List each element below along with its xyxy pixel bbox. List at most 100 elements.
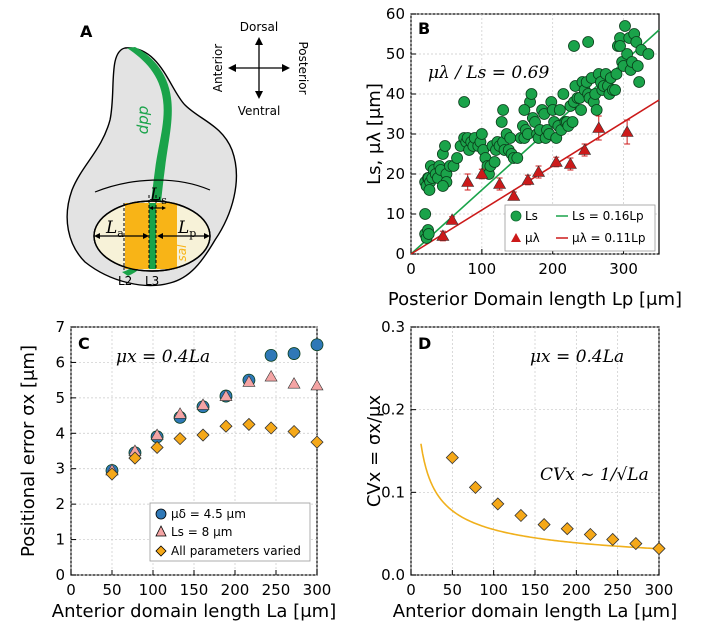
panel-d-ylabel: CVx = σx/μx	[364, 395, 385, 508]
ls-point	[511, 152, 524, 164]
mu-point	[620, 125, 634, 137]
panel-c-xlabel: Anterior domain length La [μm]	[52, 601, 336, 622]
ls-point	[497, 104, 510, 116]
sal-label: sal	[175, 244, 189, 262]
cv-point	[537, 518, 551, 532]
series-0-point	[264, 348, 278, 362]
c-ytick-label: 2	[55, 495, 65, 513]
ls-point	[525, 88, 538, 100]
b-ytick-label: 30	[386, 125, 405, 143]
legend-ls8-marker	[155, 525, 167, 537]
c-ytick-label: 3	[55, 460, 65, 478]
ls-point	[575, 104, 587, 116]
fit-line-1	[410, 99, 660, 255]
legend-all-marker	[155, 545, 167, 557]
c-ytick-label: 6	[55, 353, 65, 371]
legend-mudelta: μδ = 4.5 μm	[171, 507, 246, 521]
ls-point	[451, 152, 463, 164]
ls-point	[423, 184, 436, 196]
legend-ls8: Ls = 8 μm	[171, 525, 232, 539]
series-1-point	[150, 428, 164, 440]
panel-b-label: B	[418, 19, 430, 38]
c-xtick-label: 100	[139, 581, 168, 599]
cv-point	[445, 451, 459, 465]
b-xtick-label: 200	[538, 260, 567, 278]
d-xtick-label: 0	[406, 581, 416, 599]
legend-ls-marker	[510, 210, 522, 222]
ls-point	[568, 40, 580, 52]
series-2-point	[310, 435, 324, 449]
c-xtick-label: 250	[262, 581, 291, 599]
b-ytick-label: 50	[386, 45, 405, 63]
mu-point	[475, 167, 489, 179]
ls-point	[495, 116, 508, 128]
mu-point	[549, 155, 563, 167]
legend-mu: μλ	[525, 231, 540, 245]
mu-point	[563, 157, 577, 169]
series-2-point	[242, 417, 256, 431]
d-ytick-label: 0.1	[381, 483, 405, 501]
series-2-point	[173, 432, 187, 446]
ls-point	[566, 116, 579, 128]
panel-a-label: A	[80, 22, 93, 41]
panel-c-label: C	[78, 334, 90, 353]
panel-c-annotation: μx = 0.4La	[116, 347, 210, 367]
dpp-stripe	[122, 47, 172, 276]
panel-b-ylabel: Ls, μλ [μm]	[364, 83, 385, 185]
b-ytick-label: 60	[386, 5, 405, 23]
ls-point	[631, 60, 644, 72]
b-xtick-label: 300	[609, 260, 638, 278]
panel-c-legend: μδ = 4.5 μm Ls = 8 μm All parameters var…	[149, 502, 311, 562]
b-ytick-label: 10	[386, 205, 405, 223]
series-0-point	[310, 338, 324, 352]
cv-point	[560, 522, 574, 536]
b-xtick-label: 0	[406, 260, 416, 278]
series-2-point	[150, 440, 164, 455]
legend-mu-marker	[511, 233, 521, 242]
ls-point	[642, 48, 655, 60]
c-xtick-label: 300	[303, 581, 332, 599]
ls-point	[439, 140, 451, 152]
b-ytick-label: 40	[386, 85, 405, 103]
series-2-point	[287, 424, 301, 439]
panel-d-chart: 0 50 100 150 200 250 300 0.0 0.1 0.2 0.3 D μx = 0.…	[364, 318, 677, 622]
dpp-label: dpp	[134, 106, 152, 135]
mu-point	[521, 173, 535, 185]
ls-point	[504, 132, 517, 144]
series-2-point	[264, 421, 278, 435]
ls-point	[582, 36, 595, 48]
series-1-point	[287, 377, 301, 389]
b-ytick-label: 0	[395, 245, 405, 263]
d-xtick-label: 50	[443, 581, 462, 599]
d-xtick-label: 250	[603, 581, 632, 599]
c-ytick-label: 0	[55, 566, 65, 584]
ls-point	[488, 156, 501, 168]
series-1-point	[310, 378, 324, 391]
panel-d-formula: CVx ~ 1/√La	[540, 465, 649, 485]
series-2-point	[219, 419, 233, 433]
c-xtick-label: 200	[221, 581, 250, 599]
fit-curve	[420, 443, 660, 550]
cv-point	[468, 480, 483, 494]
ls-point	[458, 96, 471, 108]
l2-label: L2	[118, 274, 132, 288]
ls-point	[422, 228, 435, 240]
la-label: La	[105, 218, 124, 240]
cv-point	[514, 508, 528, 523]
mu-point	[493, 177, 507, 189]
ls-point	[590, 104, 603, 116]
ls-point	[557, 88, 570, 100]
series-2-point	[128, 451, 142, 465]
dpp-pouch-stripe	[149, 203, 156, 269]
series-1-point	[196, 398, 210, 410]
cv-point	[606, 532, 620, 547]
ls-point	[475, 128, 488, 140]
panel-b-legend: Ls μλ Ls = 0.16Lp μλ = 0.11Lp	[504, 204, 656, 252]
b-xtick-label: 100	[468, 260, 497, 278]
series-0-point	[287, 347, 301, 360]
ls-point	[614, 40, 626, 52]
compass-posterior: Posterior	[296, 41, 310, 94]
mu-point	[592, 121, 606, 133]
c-xtick-label: 150	[180, 581, 209, 599]
